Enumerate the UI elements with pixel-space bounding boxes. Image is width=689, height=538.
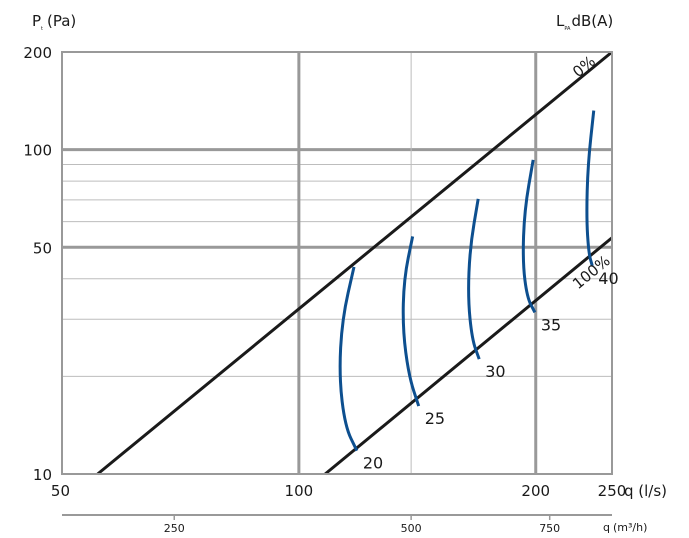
grid (62, 52, 612, 474)
noise-curve-35 (521, 159, 537, 314)
secondary-x-tick-label: 750 (539, 522, 560, 535)
secondary-x-axis-label: q (m³/h) (603, 521, 647, 534)
damper-line-0pct (96, 50, 613, 476)
noise-curve-label-40: 40 (598, 269, 618, 288)
y-axis-label: Pt (Pa) (32, 12, 76, 32)
noise-curves (338, 110, 596, 452)
noise-curve-label-30: 30 (485, 362, 505, 381)
secondary-x-tick-label: 250 (164, 522, 185, 535)
damper-line-100pct (324, 236, 613, 476)
y-tick-label: 50 (33, 239, 52, 257)
y-tick-label: 200 (23, 44, 52, 62)
x-tick-label: 50 (51, 482, 70, 500)
noise-curve-20 (338, 266, 359, 452)
secondary-x-tick-label: 500 (401, 522, 422, 535)
x-tick-label: 200 (521, 482, 550, 500)
series-label-0pct: 0% (569, 52, 599, 81)
plot-frame (61, 51, 613, 475)
x-tick-label: 250 (598, 482, 627, 500)
x-tick-label: 100 (285, 482, 314, 500)
damper-lines (96, 50, 613, 476)
sound-level-label: LPAdB(A) (556, 12, 613, 32)
y-tick-label: 100 (23, 142, 52, 160)
noise-curve-40 (585, 110, 596, 267)
x-axis-label: q (l/s) (624, 482, 667, 500)
noise-curve-25 (401, 236, 421, 407)
y-tick-label: 10 (33, 466, 52, 484)
noise-curve-30 (467, 198, 481, 360)
noise-curve-label-20: 20 (363, 454, 383, 473)
noise-curve-label-25: 25 (425, 409, 445, 428)
noise-curve-label-35: 35 (541, 315, 561, 334)
